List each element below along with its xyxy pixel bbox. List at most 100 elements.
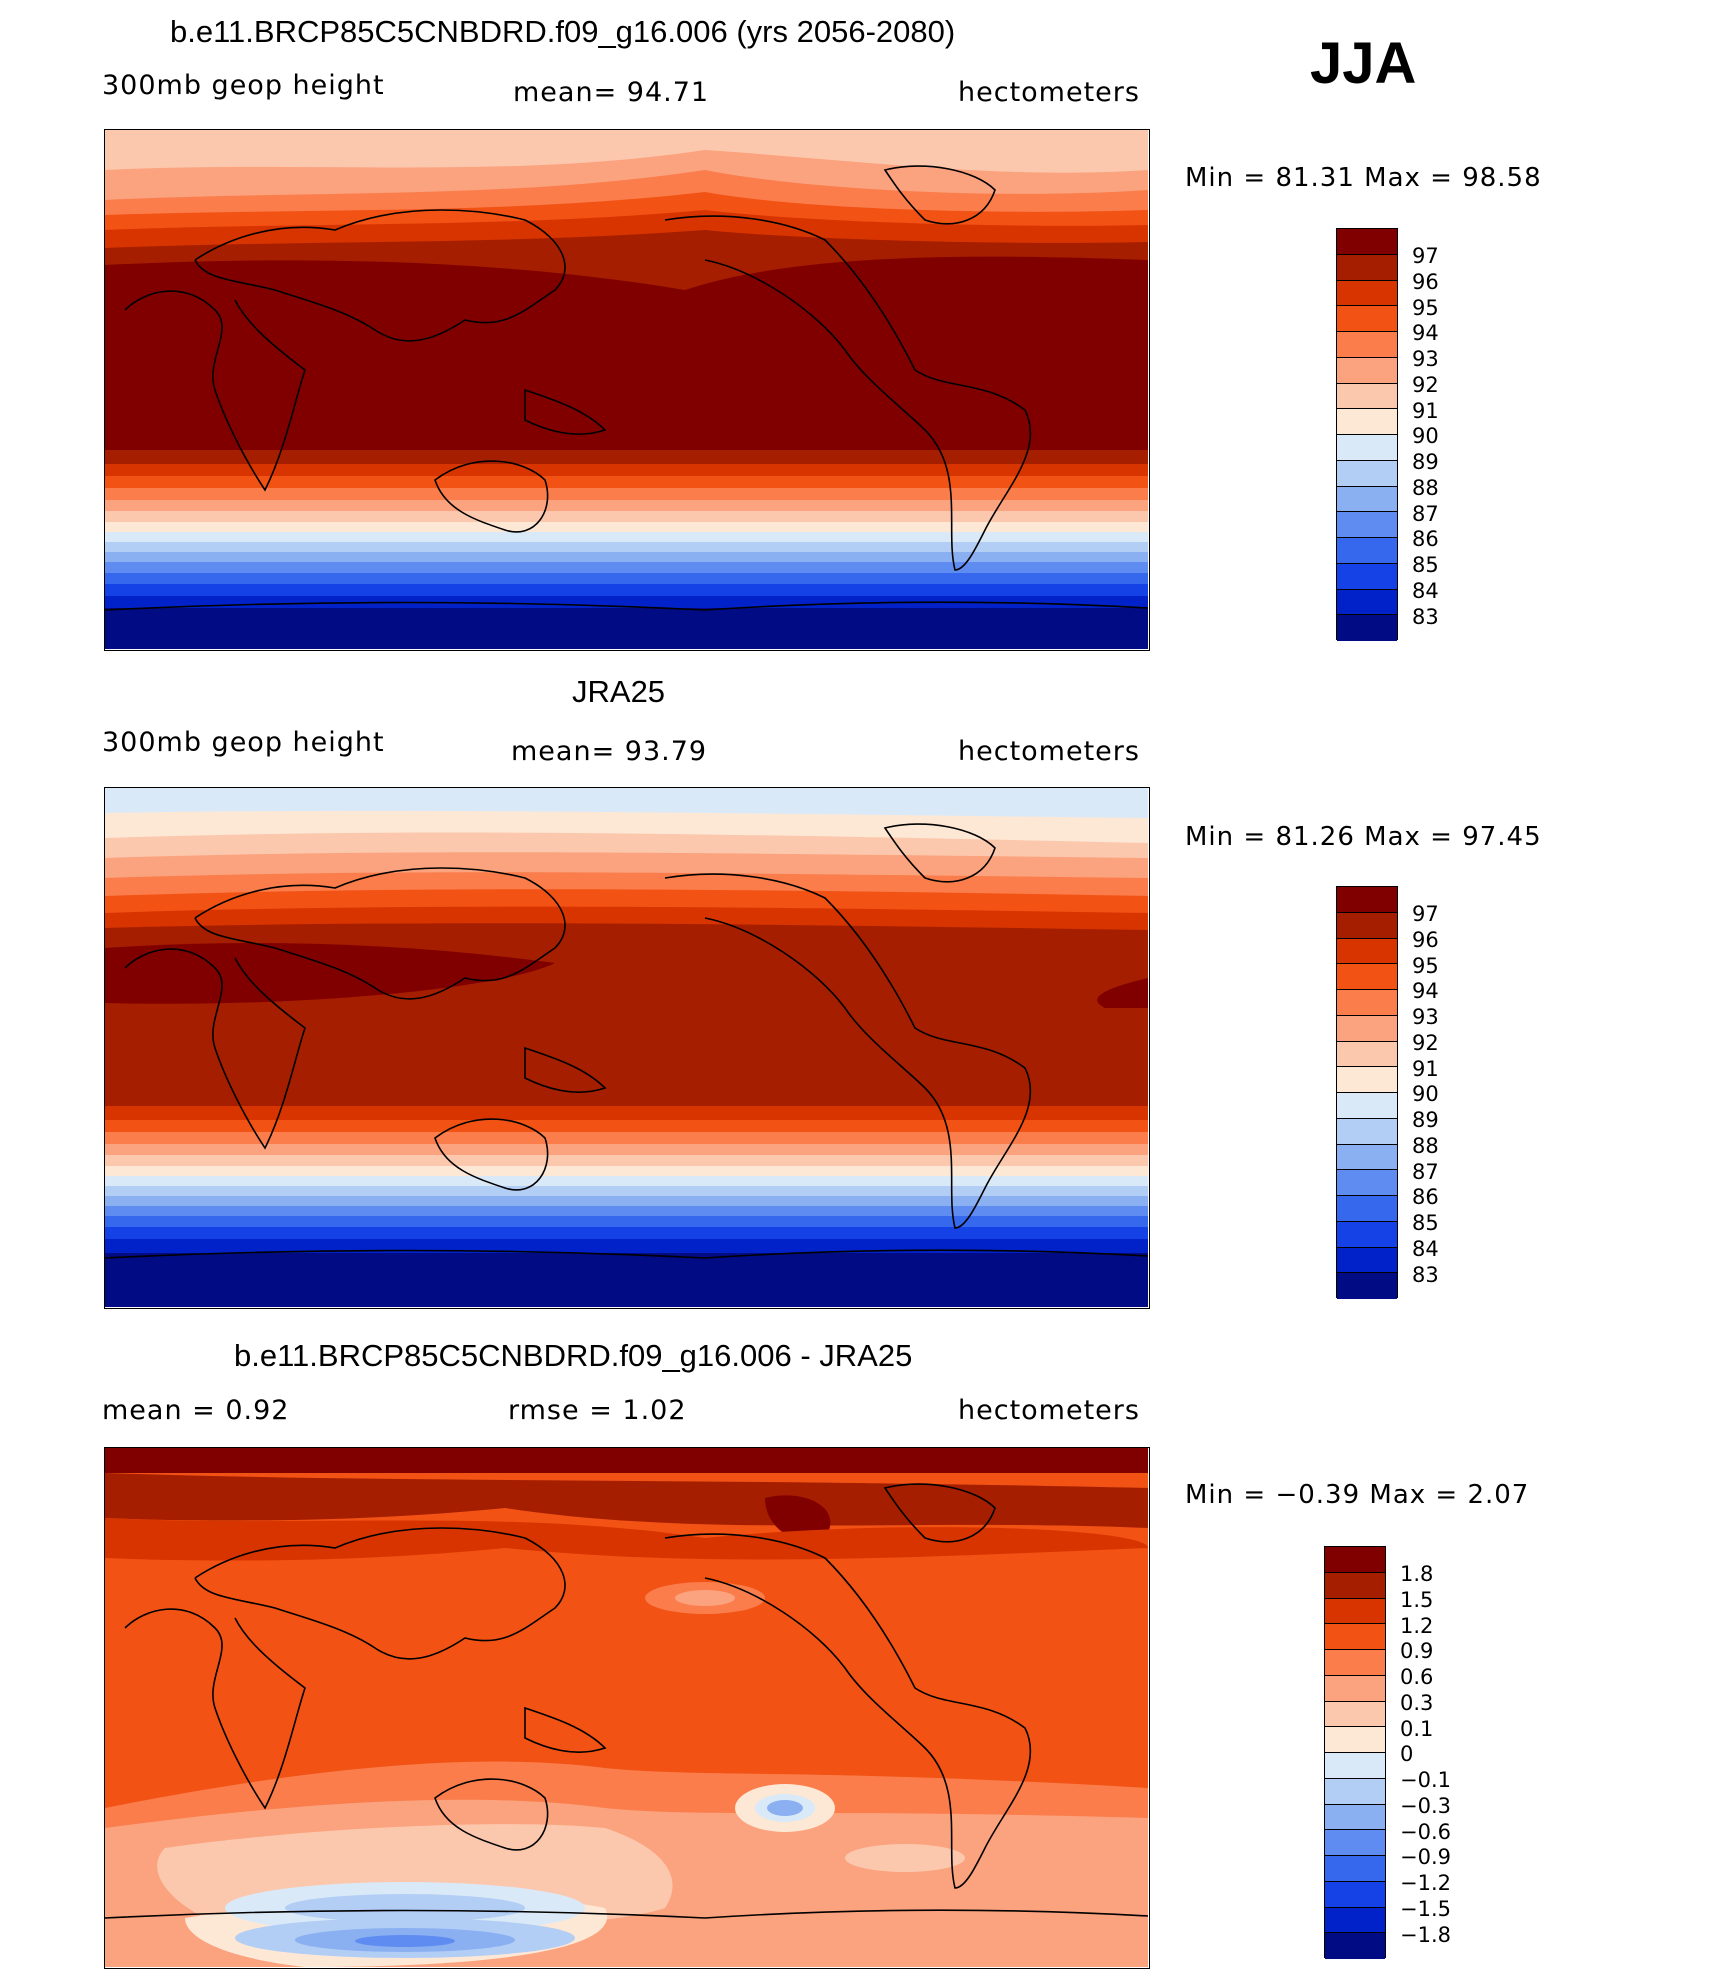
colorbar-swatch bbox=[1337, 229, 1397, 255]
colorbar-level-label: −1.2 bbox=[1400, 1871, 1451, 1895]
colorbar-swatch bbox=[1325, 1778, 1385, 1805]
panel-3-mean-label: mean = 0.92 bbox=[102, 1395, 290, 1426]
panel-3-colorbar bbox=[1324, 1546, 1386, 1959]
panel-2-colorbar-cells bbox=[1337, 887, 1397, 1299]
colorbar-swatch bbox=[1337, 383, 1397, 410]
panel-2-minmax: Min = 81.26 Max = 97.45 bbox=[1185, 822, 1542, 852]
colorbar-level-label: 94 bbox=[1412, 979, 1439, 1004]
colorbar-swatch bbox=[1325, 1547, 1385, 1573]
panel-3-title: b.e11.BRCP85C5CNBDRD.f09_g16.006 - JRA25 bbox=[234, 1338, 913, 1373]
colorbar-swatch bbox=[1337, 1196, 1397, 1222]
colorbar-level-label: −1.8 bbox=[1400, 1922, 1451, 1947]
colorbar-level-label: 0.9 bbox=[1400, 1639, 1434, 1664]
colorbar-swatch bbox=[1337, 280, 1397, 307]
colorbar-swatch bbox=[1325, 1572, 1385, 1599]
colorbar-swatch bbox=[1337, 1041, 1397, 1068]
colorbar-swatch bbox=[1325, 1675, 1385, 1702]
colorbar-level-label: 83 bbox=[1412, 1262, 1439, 1287]
colorbar-swatch bbox=[1337, 912, 1397, 939]
colorbar-level-label: 0 bbox=[1400, 1742, 1414, 1767]
colorbar-swatch bbox=[1337, 1247, 1397, 1274]
colorbar-swatch bbox=[1325, 1727, 1385, 1753]
panel-2-colorbar bbox=[1336, 886, 1398, 1299]
colorbar-level-label: 0.1 bbox=[1400, 1716, 1434, 1741]
colorbar-swatch bbox=[1325, 1830, 1385, 1856]
colorbar-swatch bbox=[1325, 1701, 1385, 1728]
colorbar-level-label: 95 bbox=[1412, 295, 1439, 320]
colorbar-level-label: 92 bbox=[1412, 1030, 1439, 1055]
panel-2-mean-label: mean= 93.79 bbox=[511, 736, 708, 767]
colorbar-level-label: 87 bbox=[1412, 1159, 1439, 1184]
colorbar-level-label: −1.5 bbox=[1400, 1896, 1451, 1921]
panel-1-colorbar-cells bbox=[1337, 229, 1397, 641]
panel-3-rmse-label: rmse = 1.02 bbox=[508, 1395, 687, 1426]
colorbar-level-label: −0.9 bbox=[1400, 1845, 1451, 1870]
colorbar-level-label: 90 bbox=[1412, 1082, 1439, 1107]
colorbar-level-label: 88 bbox=[1412, 475, 1439, 500]
colorbar-swatch bbox=[1337, 1221, 1397, 1248]
panel-3-units-label: hectometers bbox=[958, 1395, 1140, 1426]
colorbar-swatch bbox=[1325, 1933, 1385, 1959]
panel-1-colorbar-labels: 97 96 95 94 93 92 91 90 89 88 87 86 85 84 83 bbox=[1412, 244, 1439, 630]
panel-3-colorbar-labels: 1.8 1.5 1.2 0.9 0.6 0.3 0.1 0 −0.1 −0.3 −0.6 −0.9 −1… bbox=[1400, 1562, 1451, 1948]
colorbar-level-label: 92 bbox=[1412, 372, 1439, 397]
colorbar-level-label: 94 bbox=[1412, 321, 1439, 346]
colorbar-swatch bbox=[1325, 1753, 1385, 1779]
colorbar-swatch bbox=[1337, 1144, 1397, 1171]
colorbar-swatch bbox=[1337, 589, 1397, 616]
colorbar-level-label: 97 bbox=[1412, 902, 1439, 926]
colorbar-level-label: 83 bbox=[1412, 604, 1439, 629]
colorbar-level-label: −0.3 bbox=[1400, 1793, 1451, 1818]
colorbar-swatch bbox=[1325, 1804, 1385, 1831]
colorbar-level-label: 85 bbox=[1412, 1211, 1439, 1235]
panel-2-variable-label: 300mb geop height bbox=[102, 727, 385, 758]
colorbar-level-label: −0.6 bbox=[1400, 1819, 1451, 1844]
colorbar-swatch bbox=[1325, 1650, 1385, 1676]
colorbar-swatch bbox=[1337, 1093, 1397, 1119]
panel-1-variable-label: 300mb geop height bbox=[102, 70, 385, 101]
colorbar-swatch bbox=[1337, 409, 1397, 435]
colorbar-level-label: 87 bbox=[1412, 501, 1439, 526]
colorbar-swatch bbox=[1337, 1273, 1397, 1299]
colorbar-swatch bbox=[1325, 1598, 1385, 1625]
panel-2-title: JRA25 bbox=[572, 674, 666, 709]
colorbar-level-label: 93 bbox=[1412, 347, 1439, 371]
colorbar-level-label: 0.3 bbox=[1400, 1690, 1434, 1715]
colorbar-swatch bbox=[1337, 1118, 1397, 1145]
colorbar-level-label: 96 bbox=[1412, 927, 1439, 952]
colorbar-level-label: 90 bbox=[1412, 424, 1439, 449]
panel-3-colorbar-cells bbox=[1325, 1547, 1385, 1959]
colorbar-level-label: 91 bbox=[1412, 398, 1439, 423]
panel-3-map bbox=[104, 1447, 1150, 1969]
colorbar-swatch bbox=[1337, 1170, 1397, 1196]
colorbar-level-label: 1.5 bbox=[1400, 1587, 1434, 1612]
panel-2-units-label: hectometers bbox=[958, 736, 1140, 767]
colorbar-swatch bbox=[1337, 615, 1397, 641]
colorbar-level-label: 84 bbox=[1412, 1236, 1439, 1261]
panel-1-title: b.e11.BRCP85C5CNBDRD.f09_g16.006 (yrs 20… bbox=[170, 14, 956, 49]
panel-2-colorbar-labels: 97 96 95 94 93 92 91 90 89 88 87 86 85 84 83 bbox=[1412, 902, 1439, 1288]
colorbar-swatch bbox=[1337, 357, 1397, 384]
colorbar-level-label: 0.6 bbox=[1400, 1665, 1434, 1689]
colorbar-swatch bbox=[1325, 1907, 1385, 1934]
colorbar-swatch bbox=[1337, 332, 1397, 358]
colorbar-swatch bbox=[1325, 1881, 1385, 1908]
panel-1-map bbox=[104, 129, 1150, 651]
colorbar-swatch bbox=[1337, 306, 1397, 332]
colorbar-level-label: −0.1 bbox=[1400, 1768, 1451, 1792]
colorbar-level-label: 97 bbox=[1412, 244, 1439, 268]
colorbar-swatch bbox=[1337, 1067, 1397, 1093]
colorbar-swatch bbox=[1325, 1856, 1385, 1882]
colorbar-swatch bbox=[1337, 538, 1397, 564]
colorbar-swatch bbox=[1337, 938, 1397, 965]
colorbar-level-label: 86 bbox=[1412, 1185, 1439, 1210]
colorbar-swatch bbox=[1337, 512, 1397, 538]
colorbar-level-label: 86 bbox=[1412, 527, 1439, 552]
colorbar-level-label: 1.2 bbox=[1400, 1613, 1434, 1638]
panel-2-map bbox=[104, 787, 1150, 1309]
colorbar-level-label: 88 bbox=[1412, 1133, 1439, 1158]
colorbar-level-label: 93 bbox=[1412, 1005, 1439, 1029]
season-label: JJA bbox=[1310, 31, 1417, 96]
colorbar-level-label: 96 bbox=[1412, 269, 1439, 294]
colorbar-swatch bbox=[1337, 964, 1397, 990]
